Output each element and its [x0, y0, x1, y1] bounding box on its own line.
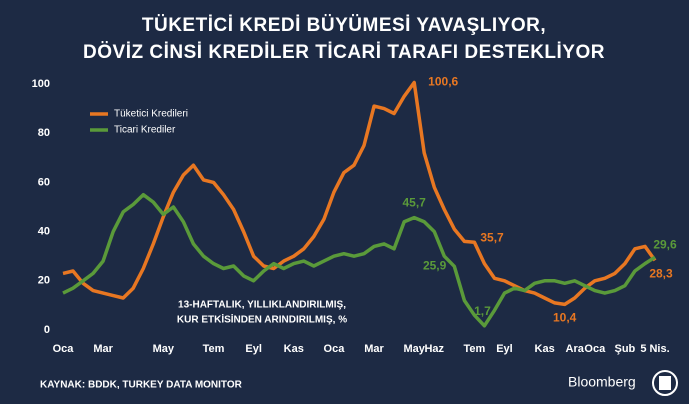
data-label: 100,6 [428, 75, 458, 89]
x-tick-label: 5 Nis. [640, 343, 669, 355]
logo-icon [659, 376, 671, 390]
x-tick-label: Tem [463, 343, 485, 355]
x-tick-label: Oca [584, 343, 606, 355]
data-label: 35,7 [480, 230, 504, 244]
data-label: 1,7 [474, 304, 491, 318]
y-tick-label: 0 [44, 324, 50, 336]
logo-icon [652, 370, 678, 396]
data-label: 10,4 [553, 311, 577, 325]
data-label: 25,9 [423, 258, 447, 272]
x-tick-label: May [153, 343, 175, 355]
y-tick-label: 20 [38, 275, 50, 287]
logo: Bloomberg [568, 374, 636, 390]
x-tick-label: Eyl [496, 343, 513, 355]
x-tick-label: Eyl [245, 343, 262, 355]
x-tick-label: May [403, 343, 425, 355]
x-tick-label: Mar [93, 343, 113, 355]
x-tick-label: Haz [424, 343, 444, 355]
x-tick-label: Ara [566, 343, 585, 355]
data-label: 28,3 [649, 267, 673, 281]
data-label: 29,6 [653, 237, 677, 251]
x-tick-label: Kas [535, 343, 555, 355]
line-series [62, 80, 657, 307]
x-tick-label: Mar [364, 343, 384, 355]
line-series [62, 192, 656, 328]
annotation: KUR ETKİSİNDEN ARINDIRILMIŞ, % [177, 313, 347, 326]
data-label: 45,7 [403, 196, 427, 210]
chart-title: DÖVİZ CİNSİ KREDİLER TİCARİ TARAFI DESTE… [83, 42, 605, 63]
y-tick-label: 60 [38, 176, 50, 188]
source: KAYNAK: BDDK, TURKEY DATA MONITOR [40, 380, 243, 391]
chart-title: TÜKETİCİ KREDİ BÜYÜMESİ YAVAŞLIYOR, [142, 15, 546, 36]
x-tick-label: Şub [615, 343, 636, 355]
x-tick-label: Kas [284, 343, 304, 355]
legend-label: Ticari Krediler [114, 125, 176, 136]
annotation: 13-HAFTALIK, YILLIKLANDIRILMIŞ, [178, 300, 346, 311]
x-tick-label: Tem [203, 343, 225, 355]
x-tick-label: Oca [53, 343, 75, 355]
x-tick-label: Oca [324, 343, 346, 355]
legend-label: Tüketici Kredileri [114, 109, 188, 120]
y-tick-label: 80 [38, 127, 50, 139]
y-tick-label: 40 [38, 226, 50, 238]
y-tick-label: 100 [32, 78, 50, 90]
